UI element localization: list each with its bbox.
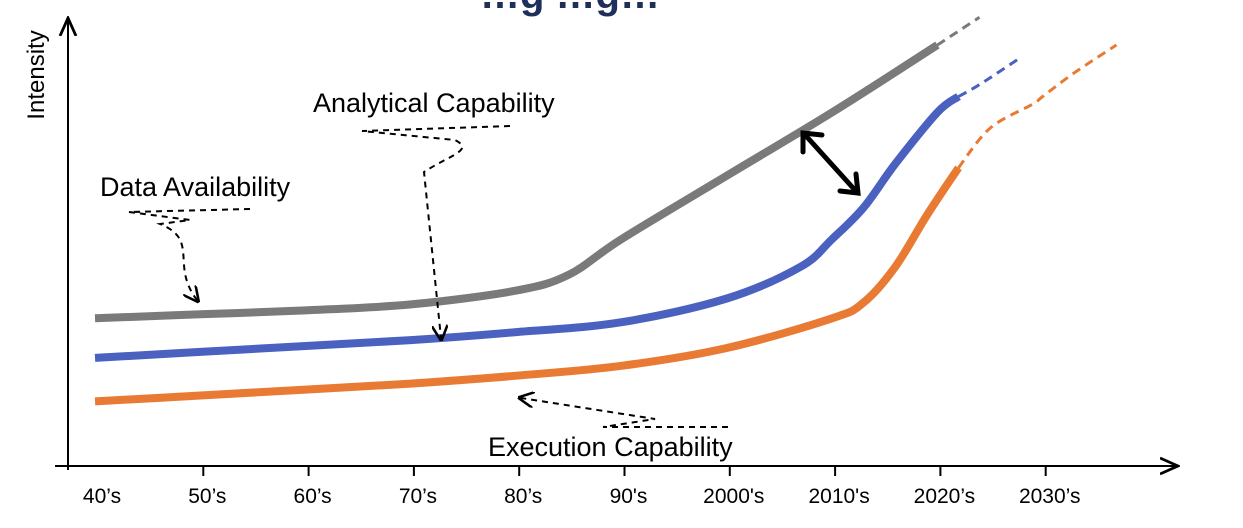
data-availability-leader xyxy=(128,208,251,300)
series-group xyxy=(94,16,1118,406)
annotation-analytical-capability: Analytical Capability xyxy=(313,88,555,118)
x-tick-label: 70’s xyxy=(399,485,437,508)
series-projection-analytical-capability xyxy=(957,55,1023,98)
x-tick-label: 80’s xyxy=(504,485,542,508)
chart-title: …g …g… xyxy=(480,0,660,17)
series-line-data-availability xyxy=(94,41,940,323)
x-tick-label: 2020’s xyxy=(914,485,976,508)
x-tick-label: 2030’s xyxy=(1019,485,1081,508)
x-tick-label: 2000's xyxy=(703,485,764,508)
x-tick-label: 2010's xyxy=(808,485,869,508)
execution-capability-leader xyxy=(521,398,728,428)
x-tick-label: 40’s xyxy=(83,485,121,508)
x-tick-label: 90's xyxy=(610,485,648,508)
annotation-leaders xyxy=(128,125,728,428)
x-tick-label: 60’s xyxy=(294,485,332,508)
series-projection-execution-capability xyxy=(957,43,1118,169)
series-projection-data-availability xyxy=(936,16,981,47)
annotation-execution-capability: Execution Capability xyxy=(488,432,733,462)
analytical-capability-leader xyxy=(361,125,511,338)
series-line-analytical-capability xyxy=(94,93,961,362)
x-tick-label: 50’s xyxy=(188,485,226,508)
series-line-execution-capability xyxy=(94,165,962,406)
x-ticks: 40’s 50’s 60’s 70’s 80’s 90's 2000's 2010's 2020… xyxy=(83,466,1081,508)
gap-double-arrow xyxy=(800,130,861,196)
annotation-data-availability: Data Availability xyxy=(100,172,291,202)
y-axis-label: Intensity xyxy=(23,30,50,119)
